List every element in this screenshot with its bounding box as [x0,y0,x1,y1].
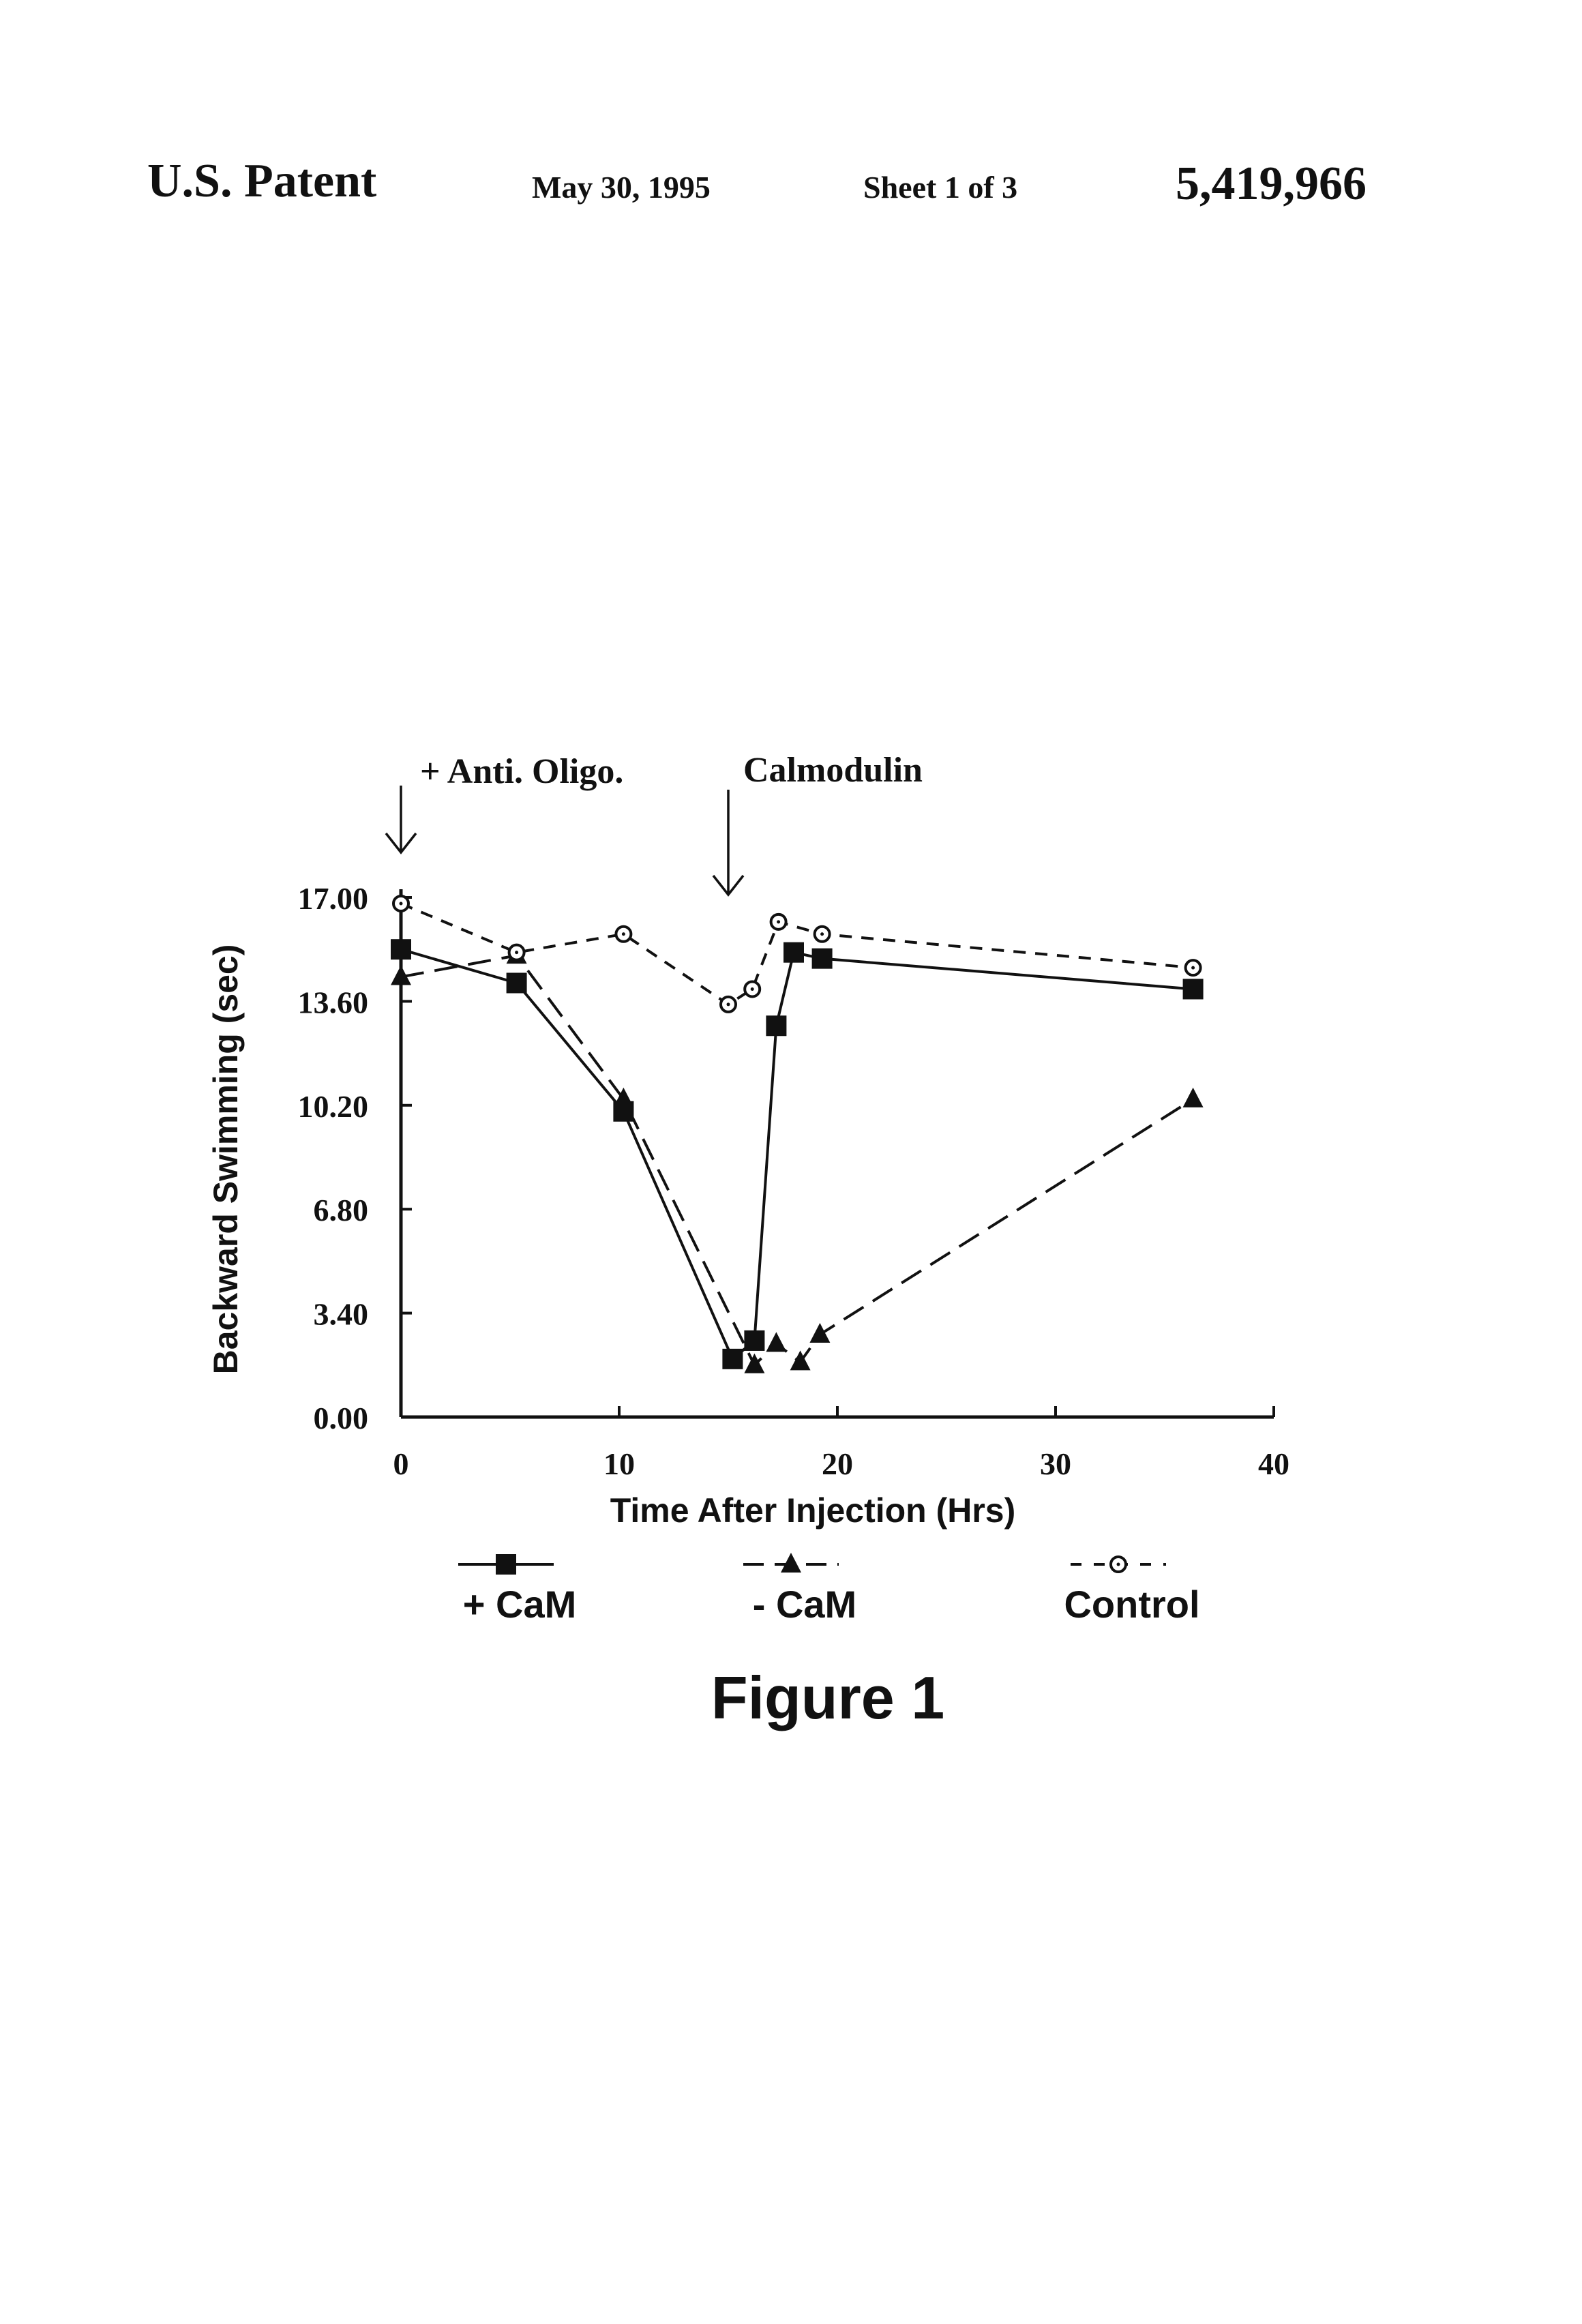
legend-plus-cam: + CaM [458,1554,576,1626]
legend-marker [496,1554,516,1575]
injection-label: + Anti. Oligo. [420,752,623,791]
legend-marker [781,1553,801,1573]
data-point [766,1332,786,1352]
data-point [507,973,527,994]
data-point [722,1349,743,1369]
legend-label: + CaM [463,1583,577,1626]
x-tick-label: 30 [1040,1446,1071,1481]
data-point-dot [727,1002,730,1006]
legend-control: Control [1064,1557,1199,1626]
data-point [809,1323,830,1343]
calmodulin-label: Calmodulin [743,751,923,790]
x-tick-label: 0 [393,1446,409,1481]
legend-label: - CaM [753,1583,856,1626]
y-tick-label: 0.00 [314,1401,369,1435]
data-point-dot [777,920,780,923]
x-tick-label: 10 [603,1446,635,1481]
x-tick-label: 20 [822,1446,853,1481]
chart-axes: 0.00 3.40 6.80 10.20 13.60 17.00 0 10 20 30 40 Time… [207,881,1289,1530]
y-tick-label: 17.00 [298,881,369,916]
injection-arrow [386,786,416,852]
series-line [401,949,1193,1359]
data-point [1183,1088,1204,1107]
data-point [744,1354,764,1373]
data-point-dot [400,902,403,905]
figure-caption: Figure 1 [711,1664,944,1731]
series-plus-cam [391,939,1204,1369]
calmodulin-arrow [713,790,743,895]
series-line [401,955,1193,1365]
data-point [1183,979,1204,999]
x-axis-title: Time After Injection (Hrs) [610,1491,1016,1530]
legend: + CaM - CaM Control Figure 1 [458,1553,1200,1731]
y-tick-label: 3.40 [314,1297,369,1332]
data-point [391,939,411,959]
series-layer [391,896,1204,1373]
x-tick-label: 40 [1258,1446,1289,1481]
y-tick-label: 6.80 [314,1193,369,1227]
series-minus-cam [391,944,1204,1373]
y-tick-label: 10.20 [298,1089,369,1124]
data-point-dot [515,951,518,954]
annotations-layer: + Anti. Oligo. Calmodulin [386,751,923,895]
y-axis-title: Backward Swimming (sec) [207,944,245,1375]
data-point-dot [622,932,625,936]
data-point [766,1015,786,1036]
data-point-dot [751,987,754,991]
legend-marker-dot [1117,1563,1120,1566]
data-point [812,949,833,969]
data-point-dot [820,932,824,936]
legend-minus-cam: - CaM [743,1553,856,1626]
y-tick-label: 13.60 [298,985,369,1019]
legend-label: Control [1064,1583,1199,1626]
data-point [783,942,804,963]
data-point [744,1330,764,1351]
data-point-dot [1191,966,1195,970]
data-point [613,1101,633,1122]
